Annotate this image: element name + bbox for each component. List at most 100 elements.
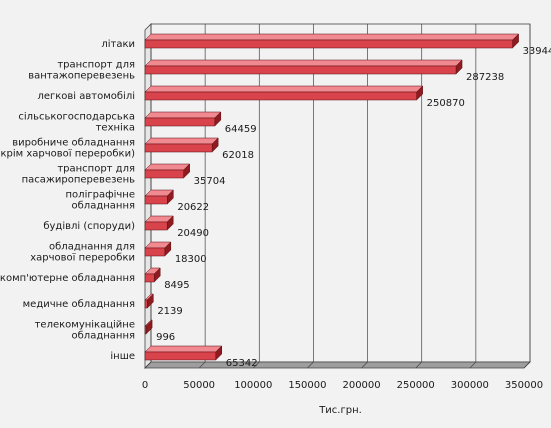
x-axis-title: Тис.грн. [318,405,362,416]
data-label: 8495 [164,280,189,291]
bar-top [144,85,424,93]
data-label: 65342 [226,358,258,369]
category-label: телекомунікаційне обладнання [35,319,135,342]
bar-front [144,117,216,127]
bar-front [144,325,147,335]
x-tick-label: 200000 [342,380,380,391]
category-label: медичне обладнання [23,299,135,310]
bar [144,267,161,283]
bar [144,85,424,101]
data-label: 287238 [466,72,504,83]
bar-front [144,91,417,101]
bar-top [144,137,219,145]
data-label: 62018 [222,150,254,161]
bars [144,33,520,361]
category-label-line: поліграфічне [66,189,135,201]
category-label-line: будівлі (споруди) [43,220,135,232]
x-tick-label: 150000 [288,380,326,391]
x-gridline-floor [469,361,477,369]
x-gridline-floor [361,361,368,369]
category-label: літаки [101,38,135,50]
data-label: 250870 [427,98,465,109]
category-label-line: літаки [101,38,135,50]
bar-top [144,59,463,67]
bar-front [144,273,155,283]
bar [144,215,174,231]
x-tick-label: 0 [142,380,148,391]
bar [144,59,463,75]
bar [144,33,520,49]
category-label: транспорт для пасажироперевезень [22,164,136,186]
bar-top [144,33,520,41]
category-label-line: транспорт для [57,164,135,175]
category-label: виробниче обладнання (крім харчової перер… [0,138,135,160]
data-label: 2139 [157,306,182,317]
category-label: транспорт для вантажоперевезень [28,60,135,82]
bar [144,189,174,205]
x-tick-label: 300000 [451,380,489,391]
bar-top [144,111,222,119]
x-tick-label: 100000 [234,380,272,391]
bar-front [144,299,148,309]
category-label: сільськогосподарська техніка [18,111,135,134]
bar [144,345,223,361]
category-label-line: харчової переробки [30,253,135,264]
bar [144,319,153,335]
bar [144,111,222,127]
value-labels: 339446 287238 250870 64459 62018 35704 20622 20… [156,46,551,369]
category-label-line: телекомунікаційне [35,319,135,331]
bar-front [144,351,217,361]
data-label: 20622 [177,202,209,213]
bar [144,163,191,179]
x-tick-label: 50000 [183,380,215,391]
bar-top [144,163,191,171]
x-gridline-floor [253,361,260,369]
bar-front [144,247,166,257]
category-label-line: обладнання [72,201,135,212]
category-label: інше [110,350,135,362]
bar-front [144,143,213,153]
data-label: 339446 [523,46,551,57]
category-label-line: обладнання [72,331,135,342]
data-label: 35704 [194,176,226,187]
x-gridline-floor [415,361,422,369]
x-gridline-floor [523,361,531,369]
bar-front [144,65,457,75]
bar [144,241,172,257]
category-label: будівлі (споруди) [43,220,135,232]
data-label: 18300 [175,254,207,265]
category-label-line: вантажоперевезень [28,71,135,82]
bar-front [144,39,513,49]
x-gridline-floor [198,361,206,369]
bar [144,137,219,153]
x-gridline-floor [144,361,152,369]
data-label: 20490 [177,228,209,239]
category-label-line: (крім харчової переробки) [0,148,135,160]
category-label-line: інше [110,350,135,362]
bar-front [144,195,168,205]
category-label: комп'ютерне обладнання [0,273,135,284]
category-label-line: медичне обладнання [23,299,135,310]
x-gridline-floor [307,361,314,369]
category-label-line: легкові автомобілі [37,90,135,102]
x-tick-label: 250000 [397,380,435,391]
bar [144,293,154,309]
bar-front [144,221,168,231]
data-label: 996 [156,332,175,343]
category-label: поліграфічне обладнання [66,189,135,212]
category-label-line: обладнання для [49,242,135,253]
x-axis-ticks: 0 50000 100000 150000 200000 250000 300000 3500… [142,24,543,391]
category-label-line: транспорт для [57,60,135,71]
bar-top [144,345,223,353]
category-label-line: сільськогосподарська [18,111,135,123]
category-label: обладнання для харчової переробки [30,242,135,264]
category-label-line: пасажироперевезень [22,175,136,186]
category-label-line: техніка [96,122,135,134]
category-label-line: комп'ютерне обладнання [0,273,135,284]
bar-front [144,169,184,179]
data-label: 64459 [225,124,257,135]
x-tick-label: 350000 [505,380,543,391]
